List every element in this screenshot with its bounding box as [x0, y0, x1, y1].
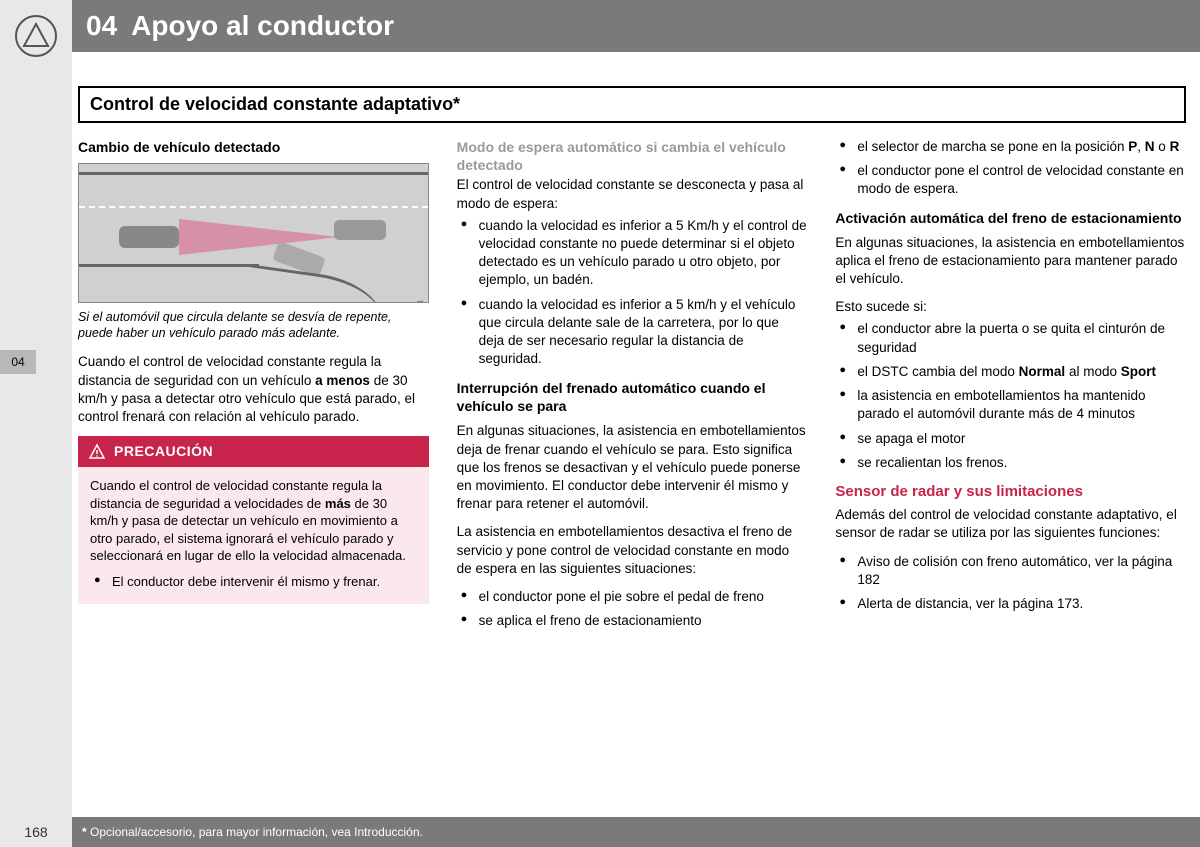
text: al modo: [1065, 364, 1121, 379]
text-bold: Sport: [1121, 364, 1156, 379]
col2-heading: Interrupción del frenado automático cuan…: [457, 379, 808, 417]
paragraph: El control de velocidad constante se des…: [457, 176, 808, 212]
text: ,: [1137, 139, 1145, 154]
warning-body: Cuando el control de velocidad constante…: [78, 467, 429, 604]
col3-heading-red: Sensor de radar y sus limitaciones: [835, 482, 1186, 502]
paragraph: En algunas situaciones, la asistencia en…: [835, 234, 1186, 289]
left-sidebar: 04: [0, 0, 72, 847]
bullet-list: cuando la velocidad es inferior a 5 Km/h…: [457, 217, 808, 369]
list-item: cuando la velocidad es inferior a 5 km/h…: [457, 296, 808, 369]
list-item: cuando la velocidad es inferior a 5 Km/h…: [457, 217, 808, 290]
warning-list: El conductor debe intervenir él mismo y …: [90, 573, 417, 591]
section-title-text: Control de velocidad constante adaptativ…: [90, 94, 460, 114]
warning-triangle-icon: [14, 14, 58, 58]
list-item: el DSTC cambia del modo Normal al modo S…: [835, 363, 1186, 381]
road-dash: [79, 206, 428, 208]
page-footer: 168 * Opcional/accesorio, para mayor inf…: [0, 817, 1200, 847]
col3-heading: Activación automática del freno de estac…: [835, 209, 1186, 228]
column-2: Modo de espera automático si cambia el v…: [457, 138, 808, 641]
chapter-header: 04 Apoyo al conductor: [72, 0, 1200, 52]
bullet-list: el conductor abre la puerta o se quita e…: [835, 320, 1186, 472]
list-item: se aplica el freno de estacionamiento: [457, 612, 808, 630]
column-1: Cambio de vehículo detectado G044031 Si …: [78, 138, 429, 641]
text-bold: R: [1170, 139, 1180, 154]
list-item: Alerta de distancia, ver la página 173.: [835, 595, 1186, 613]
list-item: El conductor debe intervenir él mismo y …: [90, 573, 417, 591]
paragraph: Además del control de velocidad constant…: [835, 506, 1186, 542]
paragraph: La asistencia en embotellamientos desact…: [457, 523, 808, 578]
page-number: 168: [0, 817, 72, 847]
chapter-title: Apoyo al conductor: [131, 10, 394, 42]
car-icon: [119, 226, 179, 248]
chapter-number: 04: [86, 10, 117, 42]
list-item: el selector de marcha se pone en la posi…: [835, 138, 1186, 156]
footer-note-text: Opcional/accesorio, para mayor informaci…: [90, 825, 423, 839]
text-bold: más: [325, 496, 351, 511]
road-line: [79, 172, 428, 175]
car-icon: [334, 220, 386, 240]
text-bold: Normal: [1019, 364, 1066, 379]
list-item: se apaga el motor: [835, 430, 1186, 448]
paragraph: En algunas situaciones, la asistencia en…: [457, 422, 808, 513]
text-bold: P: [1128, 139, 1137, 154]
radar-beam: [179, 219, 339, 255]
list-item: Aviso de colisión con freno automático, …: [835, 553, 1186, 589]
column-3: el selector de marcha se pone en la posi…: [835, 138, 1186, 641]
list-item: se recalientan los frenos.: [835, 454, 1186, 472]
text: el DSTC cambia del modo: [857, 364, 1018, 379]
text: o: [1155, 139, 1170, 154]
bullet-list: el conductor pone el pie sobre el pedal …: [457, 588, 808, 630]
warning-label: PRECAUCIÓN: [114, 442, 213, 461]
vehicle-diagram: G044031: [78, 163, 429, 303]
list-item: el conductor pone el pie sobre el pedal …: [457, 588, 808, 606]
text: el selector de marcha se pone en la posi…: [857, 139, 1128, 154]
footer-note: * Opcional/accesorio, para mayor informa…: [72, 825, 423, 839]
list-item: el conductor pone el control de velocida…: [835, 162, 1186, 198]
col1-heading: Cambio de vehículo detectado: [78, 138, 429, 157]
paragraph: Cuando el control de velocidad constante…: [78, 353, 429, 426]
diagram-caption: Si el automóvil que circula delante se d…: [78, 309, 429, 342]
bullet-list: el selector de marcha se pone en la posi…: [835, 138, 1186, 199]
text-bold: a menos: [315, 373, 370, 388]
text-bold: N: [1145, 139, 1155, 154]
diagram-id: G044031: [416, 300, 425, 303]
col2-heading-gray: Modo de espera automático si cambia el v…: [457, 138, 808, 174]
list-item: la asistencia en embotellamientos ha man…: [835, 387, 1186, 423]
content-columns: Cambio de vehículo detectado G044031 Si …: [78, 138, 1186, 641]
road-line: [79, 264, 259, 267]
warning-icon: [88, 443, 106, 461]
warning-header: PRECAUCIÓN: [78, 436, 429, 467]
paragraph: Esto sucede si:: [835, 298, 1186, 316]
section-title: Control de velocidad constante adaptativ…: [78, 86, 1186, 123]
asterisk-icon: *: [82, 825, 90, 839]
bullet-list: Aviso de colisión con freno automático, …: [835, 553, 1186, 614]
chapter-tab: 04: [0, 350, 36, 374]
list-item: el conductor abre la puerta o se quita e…: [835, 320, 1186, 356]
warning-box: PRECAUCIÓN Cuando el control de velocida…: [78, 436, 429, 604]
